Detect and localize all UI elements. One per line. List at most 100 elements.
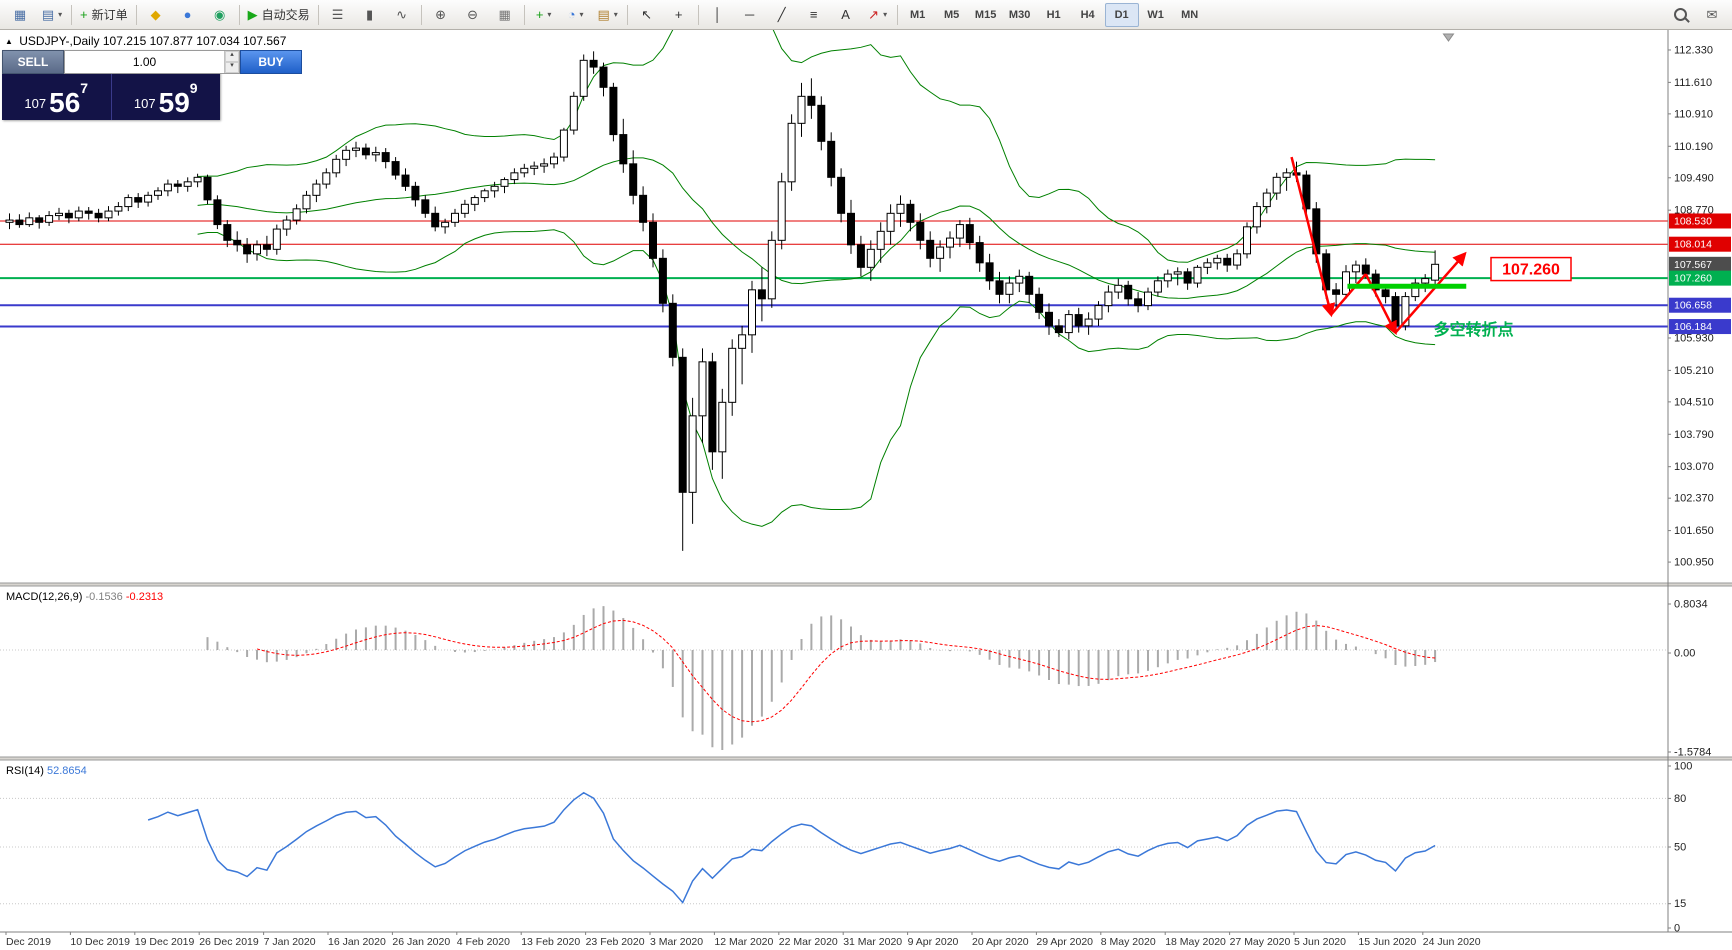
chart-shift-marker[interactable] (1442, 33, 1455, 42)
lot-decrease-button[interactable]: ▾ (225, 62, 239, 73)
price-tag (1669, 297, 1731, 313)
periods-icon: ◔ (567, 7, 576, 22)
horizontal-line-icon: ─ (745, 7, 755, 22)
symbol-ohlc-line: ▲ USDJPY-,Daily 107.215 107.877 107.034 … (5, 34, 286, 48)
toolbar-separator (238, 4, 240, 25)
line-chart-type-button[interactable]: ∿ (386, 3, 418, 27)
note-text-annotation[interactable]: 多空转折点 (1434, 320, 1514, 339)
timeframe-mn-button[interactable]: MN (1181, 8, 1199, 21)
pane-separator[interactable] (0, 757, 1732, 760)
trend-arrow-annotation[interactable] (1394, 251, 1467, 334)
crosshair-button[interactable]: + (663, 3, 695, 27)
price-tag-text: 107.260 (1674, 273, 1712, 285)
rsi-label: RSI(14) 52.8654 (6, 765, 87, 777)
ask-pipette: 9 (189, 80, 198, 96)
trend-arrow-annotation[interactable] (1290, 156, 1336, 318)
zoom-out-button[interactable]: ⊖ (457, 3, 489, 27)
market-icon: ◆ (150, 7, 161, 22)
date-label: 12 Mar 2020 (714, 936, 773, 948)
price-label-box[interactable] (1490, 256, 1572, 282)
macd-pane[interactable] (206, 606, 1437, 750)
timeframe-m15-button[interactable]: M15 (974, 8, 997, 21)
price-tag (1669, 319, 1731, 335)
horizontal-line-button[interactable]: ─ (734, 3, 766, 27)
messages-icon: ✉ (1706, 7, 1718, 22)
market-button[interactable]: ◆ (140, 3, 172, 27)
date-label: 26 Jan 2020 (392, 936, 450, 948)
refresh-icon: ◉ (213, 7, 226, 22)
templates-button[interactable]: ▤ ▾ (592, 3, 624, 27)
price-scale[interactable]: 112.330111.610110.910110.190109.490108.7… (1667, 30, 1731, 935)
date-label: 26 Dec 2019 (199, 936, 259, 948)
timeframe-m5-button[interactable]: M5 (943, 8, 960, 21)
date-label: 9 Apr 2020 (908, 936, 959, 948)
price-scale-label: 102.370 (1674, 493, 1714, 505)
date-label: 15 Jun 2020 (1358, 936, 1416, 948)
search-button[interactable] (1664, 3, 1696, 27)
text-tool-button[interactable]: A (830, 3, 862, 27)
fibonacci-button[interactable]: ≡ (798, 3, 830, 27)
candles-chart-type-button[interactable]: ▮ (354, 3, 386, 27)
buy-button[interactable]: BUY (240, 50, 302, 74)
date-label: 4 Feb 2020 (457, 936, 510, 948)
trendline-button[interactable]: ╱ (766, 3, 798, 27)
chevron-down-icon: ▾ (883, 10, 888, 19)
new-chart-button[interactable]: ▦ (4, 3, 36, 27)
autotrading-icon: ▶ (247, 7, 258, 22)
toolbar-separator (317, 4, 319, 25)
refresh-button[interactable]: ◉ (204, 3, 236, 27)
symbol-name: USDJPY-,Daily (19, 34, 100, 48)
community-button[interactable]: ● (172, 3, 204, 27)
fibonacci-icon: ≡ (809, 7, 818, 22)
bars-chart-type-icon: ☰ (331, 7, 344, 22)
macd-scale-label: -1.5784 (1674, 747, 1711, 759)
timeframe-h1-button[interactable]: H1 (1046, 8, 1061, 21)
price-scale-label: 105.210 (1674, 365, 1714, 377)
new-order-button[interactable]: + 新订单 (75, 3, 133, 27)
vertical-line-button[interactable]: │ (702, 3, 734, 27)
cursor-button[interactable]: ↖ (631, 3, 663, 27)
price-label-text: 107.260 (1502, 262, 1560, 279)
sell-button[interactable]: SELL (2, 50, 64, 74)
lot-size-input[interactable] (65, 51, 224, 73)
lot-increase-button[interactable]: ▴ (225, 51, 239, 62)
periods-button[interactable]: ◔ ▾ (560, 3, 592, 27)
pane-separator[interactable] (0, 583, 1732, 586)
rsi-pane[interactable] (147, 791, 1436, 904)
symbol-marker-icon: ▲ (5, 37, 13, 46)
timeframe-h4-button[interactable]: H4 (1080, 8, 1095, 21)
tile-windows-button[interactable]: ▦ (489, 3, 521, 27)
bars-chart-type-button[interactable]: ☰ (322, 3, 354, 27)
macd-label: MACD(12,26,9) -0.1536 -0.2313 (6, 591, 163, 603)
sell-price-display[interactable]: 107 56 7 (2, 74, 111, 120)
zoom-in-button[interactable]: ⊕ (425, 3, 457, 27)
autotrading-button[interactable]: ▶ 自动交易 (243, 3, 315, 27)
time-axis[interactable]: Dec 2019 10 Dec 2019 19 Dec 2019 26 Dec 201… (5, 932, 1481, 948)
messages-button[interactable]: ✉ (1696, 3, 1728, 27)
candlesticks[interactable] (5, 51, 1440, 551)
arrows-tool-button[interactable]: ↗ ▾ (862, 3, 894, 27)
bid-pipette: 7 (80, 80, 89, 96)
timeframe-w1-button[interactable]: W1 (1147, 8, 1164, 21)
trend-arrow-annotation[interactable] (1330, 273, 1367, 316)
timeframe-m30-button[interactable]: M30 (1008, 8, 1031, 21)
profiles-button[interactable]: ▤ ▾ (36, 3, 68, 27)
lot-size-field: ▴ ▾ (64, 50, 240, 74)
line-chart-type-icon: ∿ (396, 7, 408, 22)
timeframe-m1-button[interactable]: M1 (909, 8, 926, 21)
toolbar-separator (135, 4, 137, 25)
date-label: 20 Apr 2020 (972, 936, 1029, 948)
indicators-button[interactable]: + ▾ (528, 3, 560, 27)
chart-background (0, 30, 1732, 950)
main-price-pane[interactable]: 107.260 多空转折点 (0, 0, 1668, 551)
chevron-down-icon: ▾ (547, 10, 552, 19)
rsi-line (147, 791, 1436, 904)
toolbar-separator (697, 4, 699, 25)
lot-spinner: ▴ ▾ (224, 51, 239, 73)
date-label: 10 Dec 2019 (70, 936, 130, 948)
timeframe-d1-button[interactable]: D1 (1104, 2, 1139, 27)
toolbar-separator (626, 4, 628, 25)
buy-price-display[interactable]: 107 59 9 (110, 74, 221, 120)
price-scale-label: 112.330 (1674, 44, 1713, 56)
